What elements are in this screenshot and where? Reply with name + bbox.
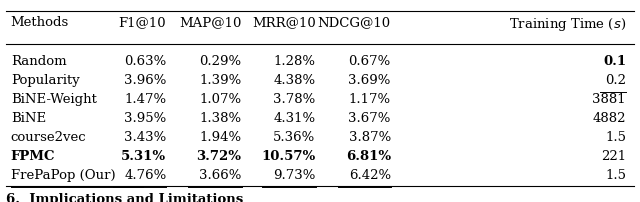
Text: 3.95%: 3.95%	[124, 112, 166, 124]
Text: 0.29%: 0.29%	[200, 55, 242, 67]
Text: 221: 221	[601, 149, 626, 162]
Text: 0.2: 0.2	[605, 74, 626, 86]
Text: MRR@10: MRR@10	[252, 16, 316, 29]
Text: 0.67%: 0.67%	[349, 55, 391, 67]
Text: F1@10: F1@10	[118, 16, 166, 29]
Text: 6.42%: 6.42%	[349, 168, 391, 181]
Text: BiNE: BiNE	[11, 112, 46, 124]
Text: 1.5: 1.5	[605, 168, 626, 181]
Text: BiNE-Weight: BiNE-Weight	[11, 93, 97, 105]
Text: 4.31%: 4.31%	[273, 112, 316, 124]
Text: 4882: 4882	[593, 112, 626, 124]
Text: 3.72%: 3.72%	[196, 149, 242, 162]
Text: FPMC: FPMC	[11, 149, 55, 162]
Text: 3.67%: 3.67%	[349, 112, 391, 124]
Text: course2vec: course2vec	[11, 130, 86, 143]
Text: 1.5: 1.5	[605, 130, 626, 143]
Text: 1.17%: 1.17%	[349, 93, 391, 105]
Text: 6.  Implications and Limitations: 6. Implications and Limitations	[6, 192, 244, 202]
Text: 1.07%: 1.07%	[200, 93, 242, 105]
Text: 1.28%: 1.28%	[274, 55, 316, 67]
Text: 3881: 3881	[593, 93, 626, 105]
Text: 3.96%: 3.96%	[124, 74, 166, 86]
Text: 1.94%: 1.94%	[200, 130, 242, 143]
Text: 10.57%: 10.57%	[261, 149, 316, 162]
Text: 5.36%: 5.36%	[273, 130, 316, 143]
Text: 1.47%: 1.47%	[124, 93, 166, 105]
Text: NDCG@10: NDCG@10	[317, 16, 391, 29]
Text: 6.81%: 6.81%	[346, 149, 391, 162]
Text: Popularity: Popularity	[11, 74, 79, 86]
Text: 3.69%: 3.69%	[349, 74, 391, 86]
Text: 5.31%: 5.31%	[121, 149, 166, 162]
Text: 3.78%: 3.78%	[273, 93, 316, 105]
Text: Training Time ($s$): Training Time ($s$)	[509, 16, 626, 33]
Text: 3.43%: 3.43%	[124, 130, 166, 143]
Text: 3.87%: 3.87%	[349, 130, 391, 143]
Text: Methods: Methods	[11, 16, 69, 29]
Text: 9.73%: 9.73%	[273, 168, 316, 181]
Text: 3.66%: 3.66%	[199, 168, 242, 181]
Text: 0.63%: 0.63%	[124, 55, 166, 67]
Text: Random: Random	[11, 55, 67, 67]
Text: MAP@10: MAP@10	[179, 16, 242, 29]
Text: 1.39%: 1.39%	[199, 74, 242, 86]
Text: 0.1: 0.1	[603, 55, 626, 67]
Text: 1.38%: 1.38%	[200, 112, 242, 124]
Text: 4.76%: 4.76%	[124, 168, 166, 181]
Text: 4.38%: 4.38%	[273, 74, 316, 86]
Text: FrePaPop (Our): FrePaPop (Our)	[11, 168, 115, 181]
